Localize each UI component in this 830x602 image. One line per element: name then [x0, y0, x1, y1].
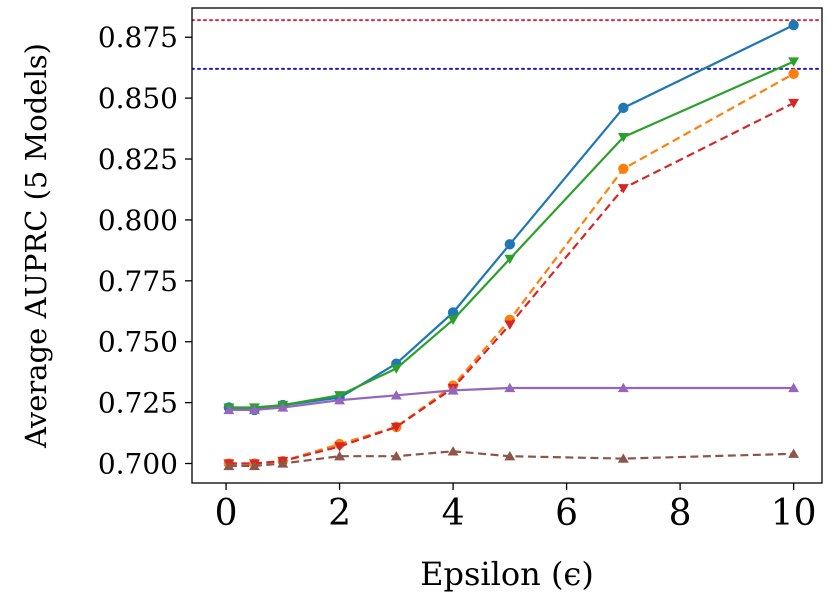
point-brown-dashed-triangle-up-3: [334, 451, 346, 461]
point-red-dashed-triangle-down-3: [334, 442, 346, 452]
plot-frame: [191, 7, 823, 484]
point-purple-solid-triangle-up-3: [334, 394, 346, 405]
point-red-dashed-triangle-down-7: [617, 184, 629, 194]
point-blue-solid-circle-8: [788, 19, 799, 31]
point-purple-solid-triangle-up-0: [223, 404, 235, 415]
y-tick-label-0: 0.700: [98, 448, 178, 481]
x-tick-label-0: 0: [215, 493, 238, 534]
series-blue-solid-circle: [223, 19, 799, 416]
point-brown-dashed-triangle-up-0: [223, 460, 235, 471]
point-green-solid-triangle-down-5: [447, 315, 459, 325]
y-tick-label-7: 0.875: [98, 21, 178, 54]
y-tick-label-4: 0.800: [98, 204, 178, 237]
x-tick-label-5: 10: [771, 493, 817, 534]
series-line-red-dashed-triangle-down: [228, 102, 795, 465]
series-purple-solid-triangle-up: [223, 382, 800, 415]
series-green-solid-triangle-down: [223, 57, 800, 413]
x-tick-label-4: 8: [669, 493, 692, 534]
y-tick-label-3: 0.775: [98, 265, 178, 298]
plot-area: [192, 19, 822, 471]
point-brown-dashed-triangle-up-5: [447, 446, 459, 456]
point-brown-dashed-triangle-up-4: [390, 451, 402, 461]
point-blue-solid-circle-5: [447, 307, 459, 318]
point-orange-dashed-circle-7: [618, 163, 629, 174]
y-tick-label-1: 0.725: [98, 387, 178, 420]
point-green-solid-triangle-down-6: [504, 254, 516, 265]
series-red-dashed-triangle-down: [223, 98, 800, 469]
x-axis-label: Epsilon (ϵ): [420, 555, 594, 593]
point-brown-dashed-triangle-up-1: [248, 460, 260, 471]
axis-ticks: 0 2 4 6 8 10 0.700 0.725 0.750 0.775 0.800 0.825 0.8…: [98, 21, 817, 534]
point-orange-dashed-circle-8: [788, 68, 799, 79]
series-orange-dashed-circle: [223, 68, 799, 469]
point-purple-solid-triangle-up-7: [617, 382, 629, 393]
point-purple-solid-triangle-up-8: [788, 382, 800, 393]
point-green-solid-triangle-down-8: [788, 57, 800, 67]
point-purple-solid-triangle-up-6: [504, 382, 516, 393]
y-tick-label-6: 0.850: [98, 82, 178, 115]
x-tick-label-1: 2: [328, 493, 351, 534]
y-tick-label-5: 0.825: [98, 143, 178, 176]
point-blue-solid-circle-7: [618, 102, 629, 114]
point-purple-solid-triangle-up-2: [277, 402, 289, 412]
series-brown-dashed-triangle-up: [223, 446, 800, 471]
y-axis-label: Average AUPRC (5 Models): [19, 43, 53, 449]
series-line-green-solid-triangle-down: [228, 60, 795, 409]
point-red-dashed-triangle-down-4: [390, 422, 402, 433]
plot-clip-group: [192, 19, 822, 471]
point-brown-dashed-triangle-up-8: [788, 448, 800, 458]
point-brown-dashed-triangle-up-2: [277, 458, 289, 468]
point-brown-dashed-triangle-up-6: [504, 451, 516, 461]
x-tick-label-3: 6: [555, 493, 578, 534]
point-green-solid-triangle-down-7: [617, 132, 629, 143]
y-tick-label-2: 0.750: [98, 326, 178, 359]
point-red-dashed-triangle-down-8: [788, 98, 800, 109]
series-line-blue-solid-circle: [228, 24, 795, 411]
point-purple-solid-triangle-up-1: [248, 404, 260, 415]
point-green-solid-triangle-down-4: [390, 364, 402, 374]
point-brown-dashed-triangle-up-7: [617, 453, 629, 463]
point-red-dashed-triangle-down-6: [504, 320, 516, 330]
point-blue-solid-circle-6: [504, 239, 516, 250]
series-line-orange-dashed-circle: [228, 72, 795, 465]
point-purple-solid-triangle-up-4: [390, 390, 402, 400]
x-tick-label-2: 4: [442, 493, 465, 534]
point-purple-solid-triangle-up-5: [447, 385, 459, 395]
